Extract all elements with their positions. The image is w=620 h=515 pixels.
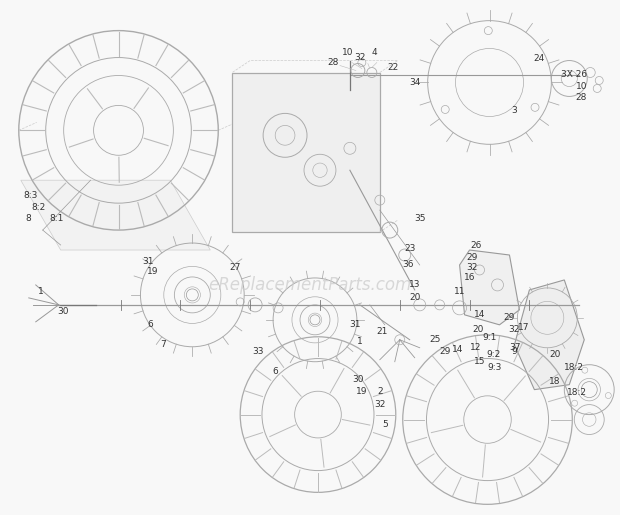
Text: 9:1: 9:1 xyxy=(482,333,497,342)
Text: 14: 14 xyxy=(474,311,485,319)
Text: 15: 15 xyxy=(474,357,485,366)
Text: 18:2: 18:2 xyxy=(567,388,587,397)
Text: 28: 28 xyxy=(327,58,339,67)
Text: 9: 9 xyxy=(512,347,517,356)
Text: eReplacementParts.com: eReplacementParts.com xyxy=(208,276,412,294)
Text: 37: 37 xyxy=(510,344,521,352)
Bar xyxy=(232,73,380,232)
Text: 22: 22 xyxy=(387,63,399,72)
Text: 17: 17 xyxy=(518,323,529,332)
Text: 31: 31 xyxy=(143,258,154,266)
Text: 11: 11 xyxy=(454,287,466,297)
Text: 7: 7 xyxy=(161,340,166,349)
Text: 3: 3 xyxy=(512,106,517,115)
Text: 19: 19 xyxy=(356,387,368,396)
Text: 8:3: 8:3 xyxy=(24,191,38,200)
Text: 10: 10 xyxy=(342,48,353,57)
Text: 12: 12 xyxy=(470,344,481,352)
Text: 18:2: 18:2 xyxy=(564,363,584,372)
Text: 1: 1 xyxy=(357,337,363,346)
Text: 4: 4 xyxy=(372,48,378,57)
Text: 1: 1 xyxy=(38,287,43,297)
Text: 9:2: 9:2 xyxy=(486,350,500,359)
Text: 2: 2 xyxy=(377,387,383,396)
Text: 27: 27 xyxy=(229,264,241,272)
Text: 18: 18 xyxy=(549,377,560,386)
Text: 31: 31 xyxy=(349,320,361,329)
Text: 21: 21 xyxy=(376,328,388,336)
Text: 33: 33 xyxy=(252,347,264,356)
Text: 10: 10 xyxy=(575,82,587,91)
Text: 8: 8 xyxy=(25,214,30,222)
Text: 5: 5 xyxy=(382,420,388,429)
Text: 16: 16 xyxy=(464,273,476,282)
Text: 26: 26 xyxy=(470,241,481,250)
Text: 32: 32 xyxy=(374,400,386,409)
Text: 20: 20 xyxy=(472,325,483,334)
Text: 35: 35 xyxy=(414,214,425,222)
Text: 19: 19 xyxy=(147,267,158,277)
Text: 32: 32 xyxy=(466,264,477,272)
Text: 8:1: 8:1 xyxy=(50,214,64,222)
Text: 6: 6 xyxy=(272,367,278,376)
Text: 3X 26: 3X 26 xyxy=(561,70,587,79)
Text: 13: 13 xyxy=(409,281,420,289)
Text: 6: 6 xyxy=(148,320,153,329)
Text: 20: 20 xyxy=(409,294,420,302)
Text: 29: 29 xyxy=(466,253,477,263)
Text: 9:3: 9:3 xyxy=(487,363,502,372)
Text: 24: 24 xyxy=(534,54,545,63)
Text: 8:2: 8:2 xyxy=(32,202,46,212)
Text: 29: 29 xyxy=(504,313,515,322)
Text: 28: 28 xyxy=(575,93,587,102)
Text: 30: 30 xyxy=(57,307,68,316)
Polygon shape xyxy=(515,280,584,390)
Text: 23: 23 xyxy=(404,244,415,252)
Text: 30: 30 xyxy=(352,375,363,384)
Text: 32: 32 xyxy=(509,325,520,334)
Text: 14: 14 xyxy=(452,345,463,354)
Text: 34: 34 xyxy=(409,78,420,87)
Text: 20: 20 xyxy=(550,350,561,359)
Text: 29: 29 xyxy=(439,347,450,356)
Polygon shape xyxy=(459,250,520,325)
Text: 36: 36 xyxy=(402,261,414,269)
Polygon shape xyxy=(21,180,210,250)
Text: 25: 25 xyxy=(429,335,440,345)
Text: 32: 32 xyxy=(354,53,366,62)
